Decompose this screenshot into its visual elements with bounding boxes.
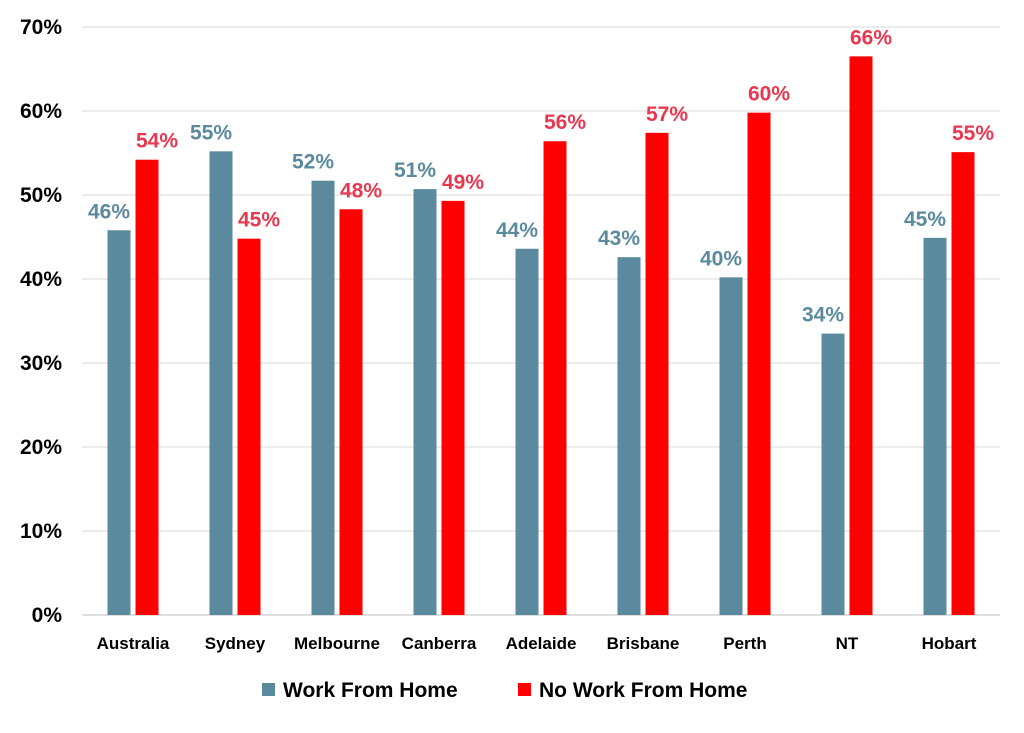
data-label: 45% (238, 209, 280, 232)
bar-wfh (311, 180, 335, 615)
legend-swatch (518, 683, 531, 696)
data-label: 40% (700, 247, 742, 270)
y-tick-label: 40% (20, 268, 62, 291)
x-category-label: Hobart (922, 634, 977, 653)
bar-wfh (821, 333, 845, 615)
legend-label: Work From Home (283, 679, 458, 702)
legend: Work From Home No Work From Home (262, 679, 747, 702)
bar-no-wfh (339, 209, 363, 615)
data-label: 54% (136, 130, 178, 153)
gridlines (82, 26, 1000, 616)
x-category-label: NT (836, 634, 859, 653)
bar-wfh (413, 189, 437, 615)
y-tick-label: 70% (20, 16, 62, 39)
y-axis-ticks: 0% 10% 20% 30% 40% 50% 60% 70% (20, 16, 62, 627)
data-label: 46% (88, 200, 130, 223)
bar-no-wfh (849, 56, 873, 615)
y-tick-label: 30% (20, 352, 62, 375)
data-label: 57% (646, 103, 688, 126)
data-label: 52% (292, 151, 334, 174)
data-label: 66% (850, 26, 892, 49)
x-category-label: Melbourne (294, 634, 380, 653)
bar-no-wfh (645, 132, 669, 615)
x-category-label: Brisbane (607, 634, 680, 653)
data-label: 48% (340, 179, 382, 202)
x-category-label: Sydney (205, 634, 266, 653)
x-category-label: Perth (723, 634, 766, 653)
bar-no-wfh (135, 159, 159, 615)
bar-wfh (719, 277, 743, 615)
bar-no-wfh (747, 112, 771, 616)
y-tick-label: 20% (20, 436, 62, 459)
x-category-label: Adelaide (506, 634, 577, 653)
y-tick-label: 50% (20, 184, 62, 207)
data-label: 55% (952, 122, 994, 145)
bar-wfh (923, 237, 947, 615)
y-tick-label: 0% (32, 604, 63, 627)
data-label: 51% (394, 159, 436, 182)
data-label: 44% (496, 219, 538, 242)
x-axis-categories: Australia Sydney Melbourne Canberra Adelaide… (97, 634, 977, 653)
legend-label: No Work From Home (539, 679, 747, 702)
legend-swatch (262, 683, 275, 696)
bar-no-wfh (441, 200, 465, 615)
bar-wfh (617, 257, 641, 615)
data-label: 60% (748, 83, 790, 106)
data-label: 43% (598, 227, 640, 250)
bar-wfh (209, 151, 233, 615)
data-labels: 46% 54% 55% 45% 52% 48% 51% 49% 44% 56% 43% 57% 40% 6… (88, 26, 994, 326)
bar-no-wfh (543, 141, 567, 616)
data-label: 49% (442, 171, 484, 194)
data-label: 56% (544, 111, 586, 134)
bar-no-wfh (951, 152, 975, 615)
bars (107, 56, 975, 616)
y-tick-label: 10% (20, 520, 62, 543)
bar-no-wfh (237, 238, 261, 615)
y-tick-label: 60% (20, 100, 62, 123)
bar-wfh (107, 230, 131, 615)
data-label: 45% (904, 208, 946, 231)
data-label: 55% (190, 121, 232, 144)
bar-wfh (515, 248, 539, 615)
x-category-label: Australia (97, 634, 170, 653)
x-category-label: Canberra (402, 634, 477, 653)
data-label: 34% (802, 304, 844, 327)
